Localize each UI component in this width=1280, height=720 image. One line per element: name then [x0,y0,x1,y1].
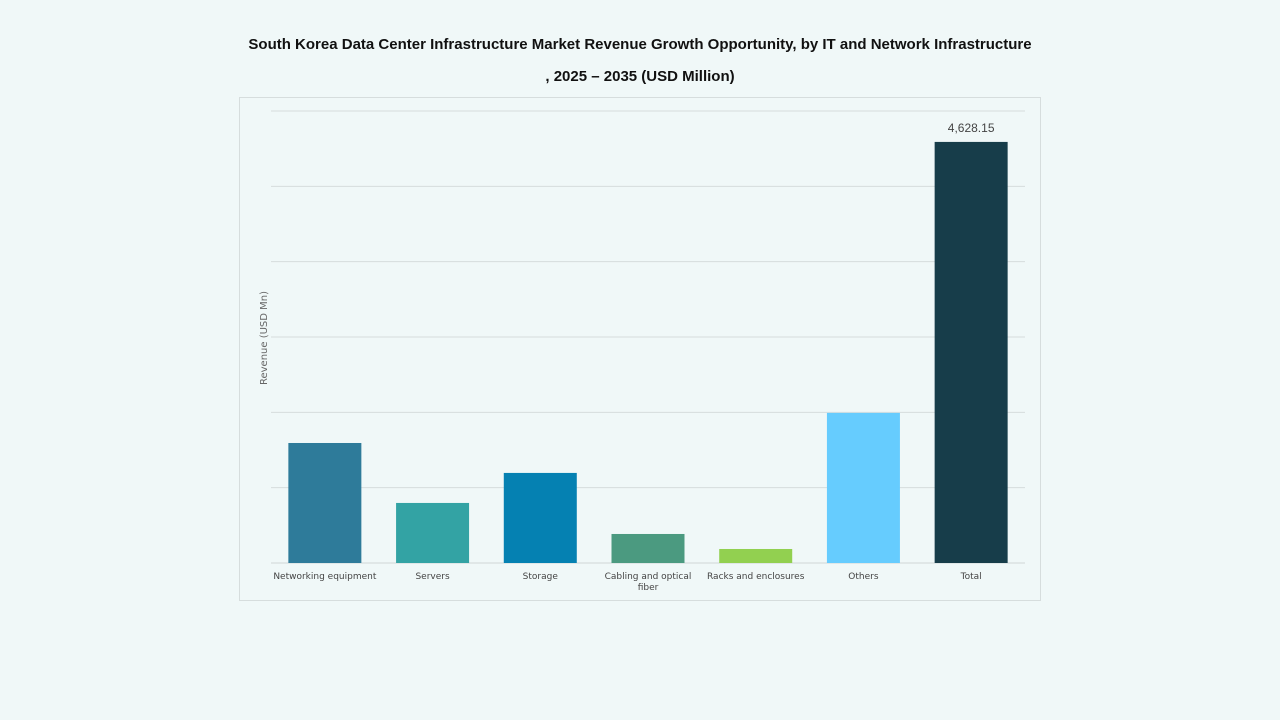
bar [826,412,900,563]
bar [719,548,793,563]
x-tick-label: Servers [415,572,450,582]
bar [611,533,685,563]
x-tick-label: Networking equipment [273,572,377,582]
chart-frame [239,97,1041,601]
x-tick-label: Others [848,572,879,582]
bar [396,502,470,563]
bar [503,472,577,563]
x-tick-label: fiber [638,583,659,593]
x-tick-label: Total [960,572,982,582]
chart-subtitle: , 2025 – 2035 (USD Million) [545,68,735,85]
chart-title: South Korea Data Center Infrastructure M… [248,36,1032,53]
x-tick-label: Cabling and optical [605,572,692,582]
y-axis-label: Revenue (USD Mn) [259,291,270,385]
x-tick-label: Storage [523,572,559,582]
x-tick-label: Racks and enclosures [707,572,805,582]
bar [934,141,1008,563]
data-label: 4,628.15 [948,121,995,135]
bar [288,442,362,563]
